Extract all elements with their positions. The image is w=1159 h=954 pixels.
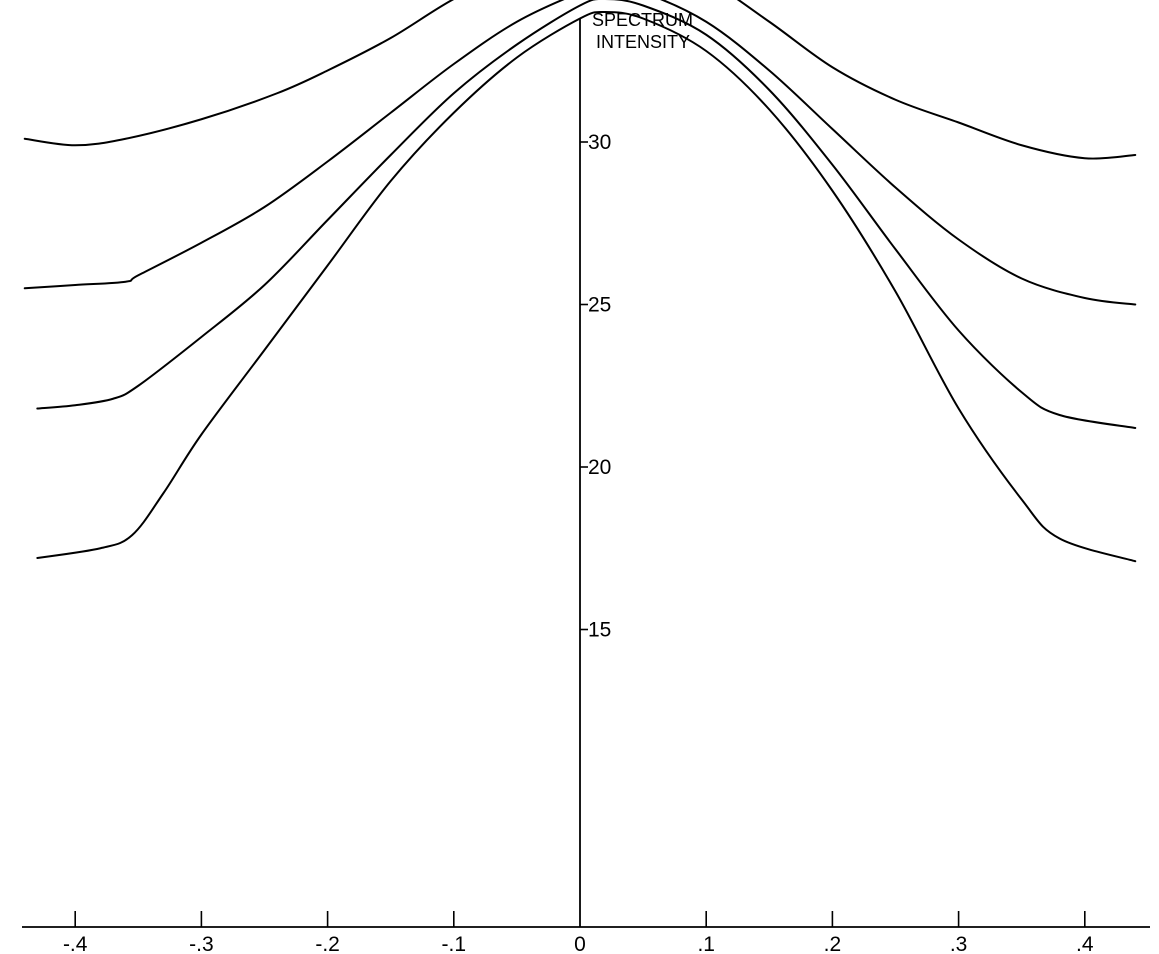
y-tick-label: 20: [588, 456, 611, 479]
x-tick-label: .4: [1076, 933, 1094, 954]
axes: [22, 18, 1150, 928]
x-tick-label: -.4: [63, 933, 88, 954]
y-axis-label-line-1: SPECTRUM: [592, 10, 693, 30]
y-tick-label: 15: [588, 619, 611, 642]
x-tick-label: -.3: [189, 933, 214, 954]
curves: [23, 0, 1137, 563]
x-tick-label: .2: [824, 933, 842, 954]
y-tick-label: 30: [588, 131, 611, 154]
y-axis-label-line-2: INTENSITY: [596, 32, 690, 52]
series-line-3: [36, 0, 1137, 429]
x-tick-label: -.2: [315, 933, 340, 954]
series-line-2: [23, 0, 1137, 306]
y-tick-label: 25: [588, 294, 611, 317]
x-tick-label: .1: [697, 933, 715, 954]
series-line-4: [36, 10, 1137, 563]
labels: SPECTRUM INTENSITY -.4 -.3 -.2 -.1 0 .1 .2 .3 .4…: [63, 10, 1094, 954]
series-line-1: [23, 0, 1137, 160]
x-tick-label: -.1: [442, 933, 467, 954]
x-tick-label: .3: [950, 933, 968, 954]
x-tick-label: 0: [574, 933, 586, 954]
